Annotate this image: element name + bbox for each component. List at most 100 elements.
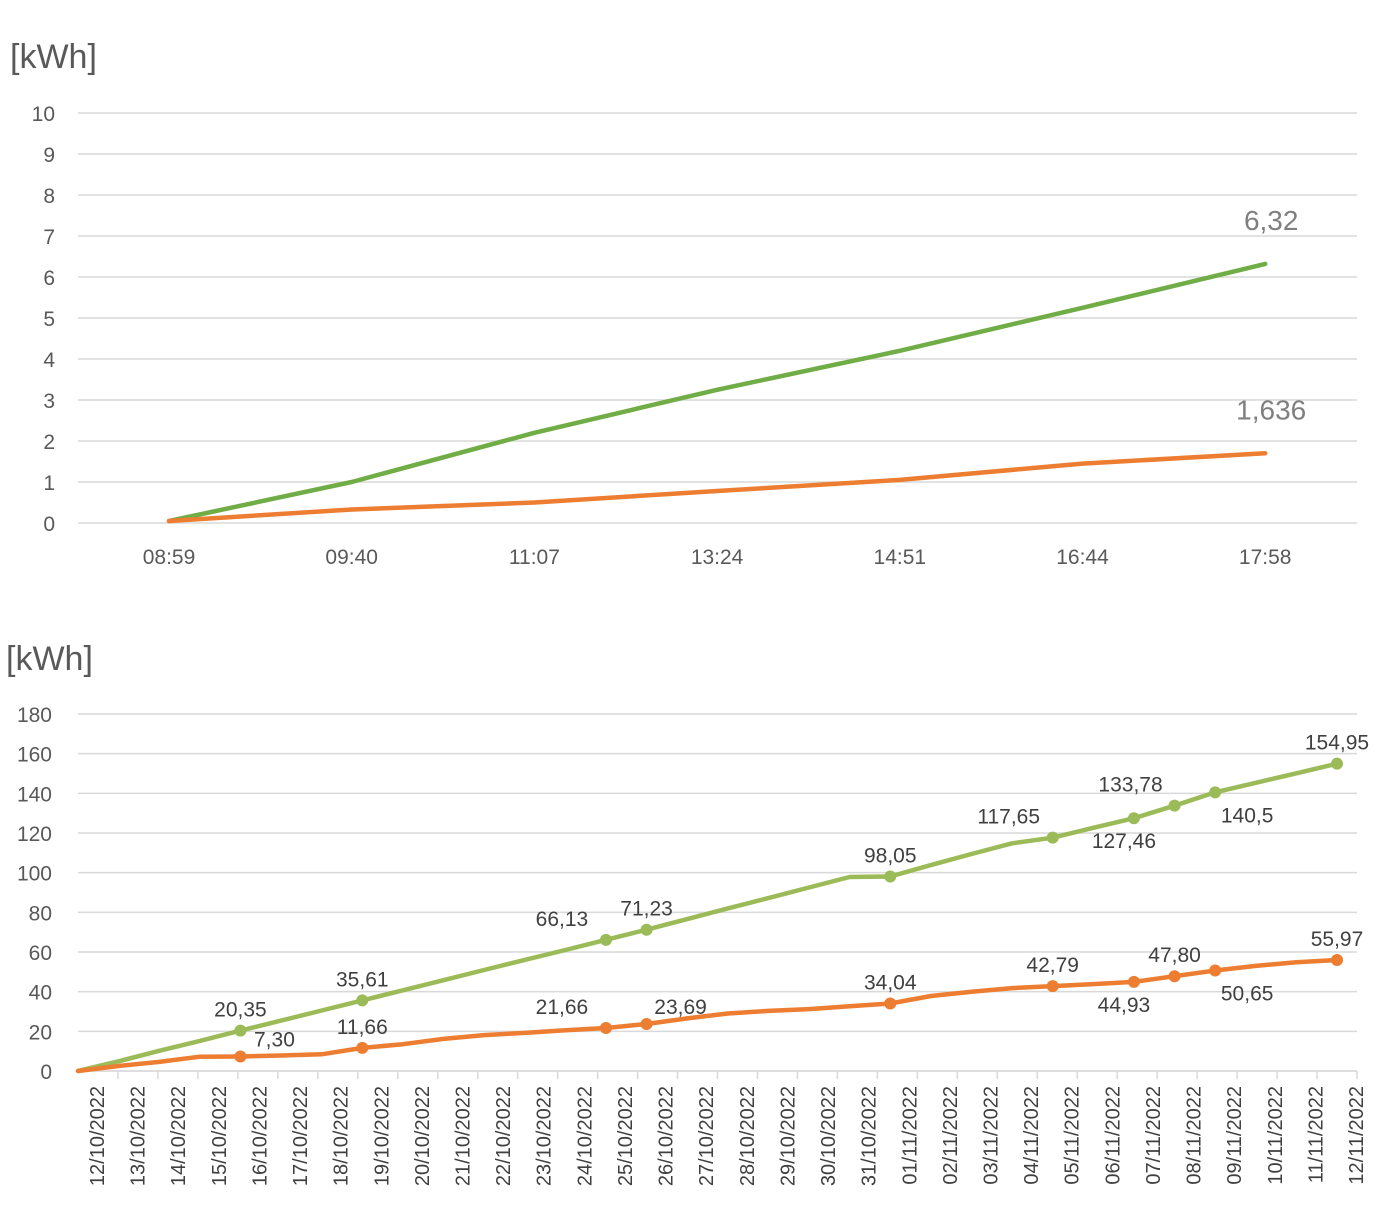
bottom-energy-chart: 0 20 40 60 80 100 120 140 160 180 12/10/2022 13/10/… (17, 704, 1369, 1186)
y-tick-label: 0 (43, 513, 55, 536)
data-point-green (640, 923, 653, 936)
x-tick-label: 29/10/2022 (777, 1086, 799, 1186)
y-tick-label: 1 (43, 472, 55, 495)
x-tick-label: 31/10/2022 (859, 1086, 881, 1186)
top-chart-unit-label: [kWh] (10, 38, 97, 76)
x-tick-label: 03/11/2022 (980, 1086, 1002, 1185)
x-tick-label: 28/10/2022 (737, 1086, 759, 1186)
x-tick-label: 12/11/2022 (1346, 1086, 1368, 1185)
x-tick-label: 25/10/2022 (615, 1086, 637, 1186)
x-tick-label: 26/10/2022 (656, 1086, 678, 1186)
data-label: 71,23 (620, 898, 673, 921)
y-tick-label: 3 (43, 390, 55, 413)
data-label: 42,79 (1026, 954, 1079, 977)
x-tick-label: 12/10/2022 (87, 1086, 109, 1186)
x-tick-label: 16/10/2022 (249, 1086, 271, 1186)
x-tick-label: 22/10/2022 (493, 1086, 515, 1186)
data-point-green (884, 870, 897, 883)
data-label: 47,80 (1148, 944, 1201, 967)
x-tick-label: 13/10/2022 (128, 1086, 150, 1186)
data-point-orange (1046, 980, 1059, 993)
y-tick-label: 10 (32, 103, 55, 126)
x-tick-label: 15/10/2022 (209, 1086, 231, 1186)
x-tick-label: 11/11/2022 (1305, 1086, 1327, 1183)
data-point-orange (1209, 964, 1222, 977)
series-end-label: 1,636 (1236, 394, 1306, 425)
data-point-green (1168, 799, 1181, 812)
data-point-green (1127, 812, 1140, 825)
x-tick-label: 01/11/2022 (899, 1086, 921, 1185)
y-tick-label: 120 (17, 823, 52, 846)
x-tick-label: 27/10/2022 (696, 1086, 718, 1186)
series-line-orange (166, 451, 1268, 524)
data-point-orange (1331, 953, 1343, 966)
y-tick-label: 4 (43, 349, 55, 372)
data-label: 98,05 (864, 845, 917, 868)
data-label: 66,13 (536, 908, 589, 931)
y-tick-label: 20 (29, 1021, 52, 1044)
y-tick-label: 60 (29, 942, 52, 965)
data-point-green (356, 994, 369, 1007)
data-point-orange (640, 1018, 653, 1031)
x-tick-label: 11:07 (509, 546, 560, 569)
y-tick-label: 5 (43, 308, 55, 331)
x-tick-label: 05/11/2022 (1062, 1086, 1084, 1185)
series-end-label: 6,32 (1244, 205, 1299, 236)
y-tick-label: 6 (43, 267, 55, 290)
x-tick-label: 08/11/2022 (1184, 1086, 1206, 1185)
data-point-orange (234, 1050, 247, 1063)
y-tick-label: 100 (17, 863, 52, 886)
x-tick-label: 07/11/2022 (1143, 1086, 1165, 1185)
data-point-orange (884, 997, 897, 1010)
data-point-orange (356, 1041, 369, 1054)
data-label: 20,35 (214, 999, 267, 1022)
y-tick-label: 9 (43, 144, 55, 167)
series-line-green (166, 261, 1268, 524)
x-tick-label: 13:24 (691, 546, 744, 569)
data-label: 44,93 (1098, 994, 1151, 1017)
x-tick-label: 06/11/2022 (1102, 1086, 1124, 1185)
data-point-orange (1127, 975, 1140, 988)
series-line-green (75, 761, 1340, 1074)
series-line-orange (75, 957, 1340, 1074)
x-tick-label: 14/10/2022 (168, 1086, 190, 1186)
x-tick-label: 14:51 (874, 546, 927, 569)
x-tick-label: 24/10/2022 (574, 1086, 596, 1186)
x-tick-label: 16:44 (1056, 546, 1109, 569)
data-point-green (599, 933, 612, 946)
x-tick-label: 04/11/2022 (1021, 1086, 1043, 1185)
top-energy-chart: 0 1 2 3 4 5 6 7 8 9 10 08:59 09:40 11:07 13:24 14:51 16:… (32, 103, 1357, 569)
data-label: 127,46 (1092, 830, 1156, 853)
y-tick-label: 140 (17, 783, 52, 806)
data-label: 34,04 (864, 971, 917, 994)
data-label: 55,97 (1311, 928, 1364, 951)
y-tick-label: 8 (43, 185, 55, 208)
y-tick-label: 40 (29, 982, 52, 1005)
data-label: 133,78 (1098, 774, 1162, 797)
data-label: 140,5 (1221, 804, 1274, 827)
data-label: 11,66 (337, 1016, 388, 1039)
data-point-green (234, 1024, 247, 1037)
x-tick-label: 30/10/2022 (818, 1086, 840, 1186)
x-tick-label: 17/10/2022 (290, 1086, 312, 1186)
x-tick-label: 17:58 (1239, 546, 1292, 569)
x-tick-label: 02/11/2022 (940, 1086, 962, 1185)
x-tick-label: 09/11/2022 (1224, 1086, 1246, 1185)
y-tick-label: 160 (17, 744, 52, 767)
y-tick-label: 80 (29, 902, 52, 925)
x-tick-label: 10/11/2022 (1265, 1086, 1287, 1185)
data-label: 21,66 (536, 996, 589, 1019)
data-point-green (1046, 831, 1059, 844)
data-label: 50,65 (1221, 983, 1274, 1006)
x-tick-label: 08:59 (143, 546, 196, 569)
data-point-orange (1168, 970, 1181, 983)
y-tick-label: 180 (17, 704, 52, 727)
data-label: 154,95 (1305, 732, 1369, 755)
x-tick-label: 20/10/2022 (412, 1086, 434, 1186)
x-tick-label: 23/10/2022 (534, 1086, 556, 1186)
bottom-chart-unit-label: [kWh] (6, 640, 93, 678)
y-tick-label: 0 (40, 1061, 52, 1084)
y-tick-label: 7 (43, 226, 55, 249)
x-tick-label: 18/10/2022 (331, 1086, 353, 1186)
